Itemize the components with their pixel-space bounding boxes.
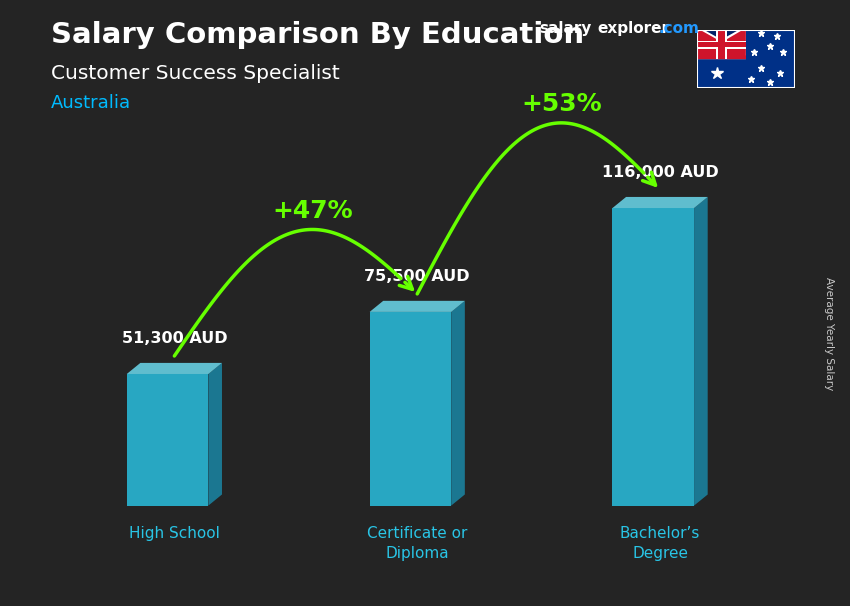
Text: 51,300 AUD: 51,300 AUD <box>122 331 227 345</box>
Text: 116,000 AUD: 116,000 AUD <box>602 165 718 179</box>
Polygon shape <box>127 363 222 374</box>
Polygon shape <box>451 301 465 505</box>
Text: High School: High School <box>129 527 220 541</box>
Polygon shape <box>127 374 208 505</box>
Polygon shape <box>208 363 222 505</box>
Bar <box>697 30 746 59</box>
Text: Average Yearly Salary: Average Yearly Salary <box>824 277 834 390</box>
Text: Australia: Australia <box>51 94 131 112</box>
Bar <box>697 59 795 88</box>
Bar <box>697 41 746 48</box>
Text: .com: .com <box>659 21 700 36</box>
Polygon shape <box>697 30 746 59</box>
Polygon shape <box>694 197 708 505</box>
Text: 75,500 AUD: 75,500 AUD <box>365 268 470 284</box>
Text: Certificate or
Diploma: Certificate or Diploma <box>367 527 468 561</box>
Bar <box>746 30 795 59</box>
Text: Bachelor’s
Degree: Bachelor’s Degree <box>620 527 700 561</box>
Polygon shape <box>613 208 694 505</box>
Text: salary: salary <box>540 21 592 36</box>
Text: Salary Comparison By Education: Salary Comparison By Education <box>51 21 584 49</box>
Polygon shape <box>697 30 746 59</box>
Bar <box>697 42 746 47</box>
Polygon shape <box>370 312 451 505</box>
Text: explorer: explorer <box>598 21 670 36</box>
Polygon shape <box>370 301 465 312</box>
Polygon shape <box>613 197 708 208</box>
Text: +53%: +53% <box>522 92 603 116</box>
Polygon shape <box>697 30 746 59</box>
Polygon shape <box>697 30 746 59</box>
Text: +47%: +47% <box>273 199 354 222</box>
Bar <box>717 30 725 59</box>
Bar <box>716 30 728 59</box>
Text: Customer Success Specialist: Customer Success Specialist <box>51 64 340 82</box>
